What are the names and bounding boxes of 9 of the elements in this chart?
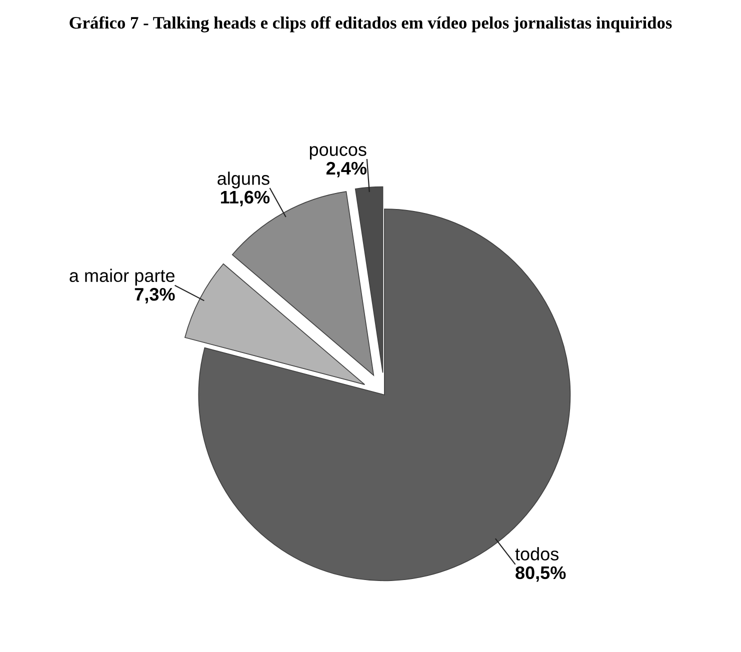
slice-label: poucos xyxy=(310,146,366,160)
data-label: 7,3% xyxy=(134,288,175,304)
data-label: 80,5% xyxy=(516,566,566,582)
slice-label: todos xyxy=(515,547,559,560)
data-label: 2,4% xyxy=(326,162,366,178)
slice-label: alguns xyxy=(218,172,270,188)
chart-title: Gráfico 7 - Talking heads e clips off editados em vídeo pelos jornalistas inquiridos xyxy=(70,16,672,32)
data-label: 11,6% xyxy=(220,190,270,206)
slice-label: a maior parte xyxy=(70,268,174,286)
